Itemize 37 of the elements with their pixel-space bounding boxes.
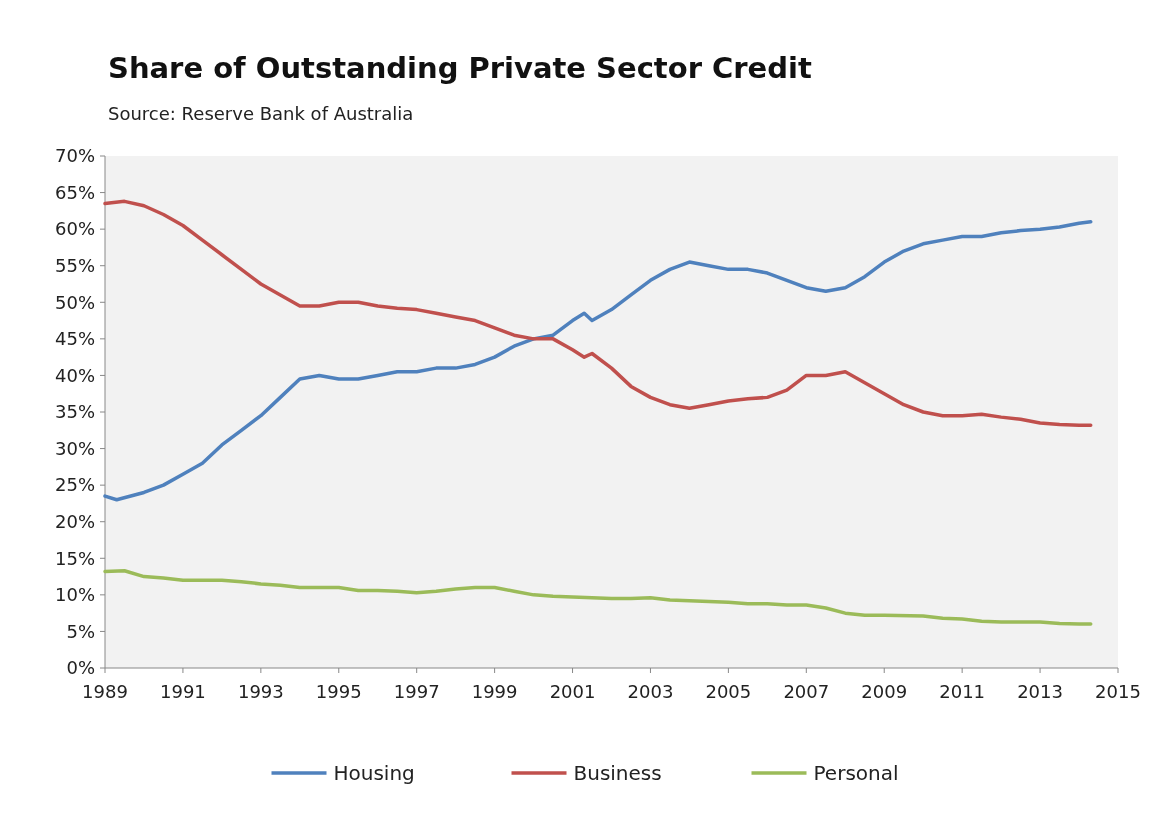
y-tick-label: 60% xyxy=(54,218,95,240)
x-tick-label: 2005 xyxy=(705,681,752,702)
line-series xyxy=(103,568,1093,626)
x-tick-label: 1997 xyxy=(393,681,440,702)
y-tick-label: 30% xyxy=(54,437,95,459)
legend-label: Business xyxy=(573,761,662,785)
y-tick-label: 5% xyxy=(66,620,95,642)
x-tick-label: 2001 xyxy=(549,681,596,702)
line-series xyxy=(103,199,1093,427)
x-tick-label: 1989 xyxy=(82,681,128,702)
chart-title: Share of Outstanding Private Sector Credit xyxy=(108,51,812,85)
legend-label: Personal xyxy=(813,761,899,785)
x-tick-label: 1993 xyxy=(237,681,284,702)
y-tick-label: 45% xyxy=(54,328,95,350)
x-tick-label: 2007 xyxy=(783,681,830,702)
chart-subtitle: Source: Reserve Bank of Australia xyxy=(108,103,414,124)
y-tick-label: 15% xyxy=(54,547,95,569)
x-tick-label: 2003 xyxy=(627,681,674,702)
x-tick-label: 1995 xyxy=(315,681,362,702)
y-tick-label: 35% xyxy=(54,401,95,423)
line-series xyxy=(103,220,1093,502)
y-tick-label: 55% xyxy=(54,255,95,277)
y-tick-label: 70% xyxy=(54,145,95,167)
x-tick-label: 2013 xyxy=(1017,681,1063,702)
x-tick-label: 2009 xyxy=(861,681,908,702)
y-tick-label: 50% xyxy=(54,291,95,313)
x-tick-label: 2015 xyxy=(1095,681,1141,702)
y-tick-label: 40% xyxy=(54,364,95,386)
y-tick-label: 65% xyxy=(54,181,95,203)
y-tick-label: 0% xyxy=(66,657,95,679)
y-tick-label: 20% xyxy=(54,511,95,533)
legend-label: Housing xyxy=(333,761,415,785)
y-tick-label: 10% xyxy=(54,584,95,606)
x-tick-label: 1999 xyxy=(471,681,518,702)
x-tick-label: 2011 xyxy=(939,681,986,702)
x-tick-label: 1991 xyxy=(160,681,206,702)
y-tick-label: 25% xyxy=(54,474,95,496)
